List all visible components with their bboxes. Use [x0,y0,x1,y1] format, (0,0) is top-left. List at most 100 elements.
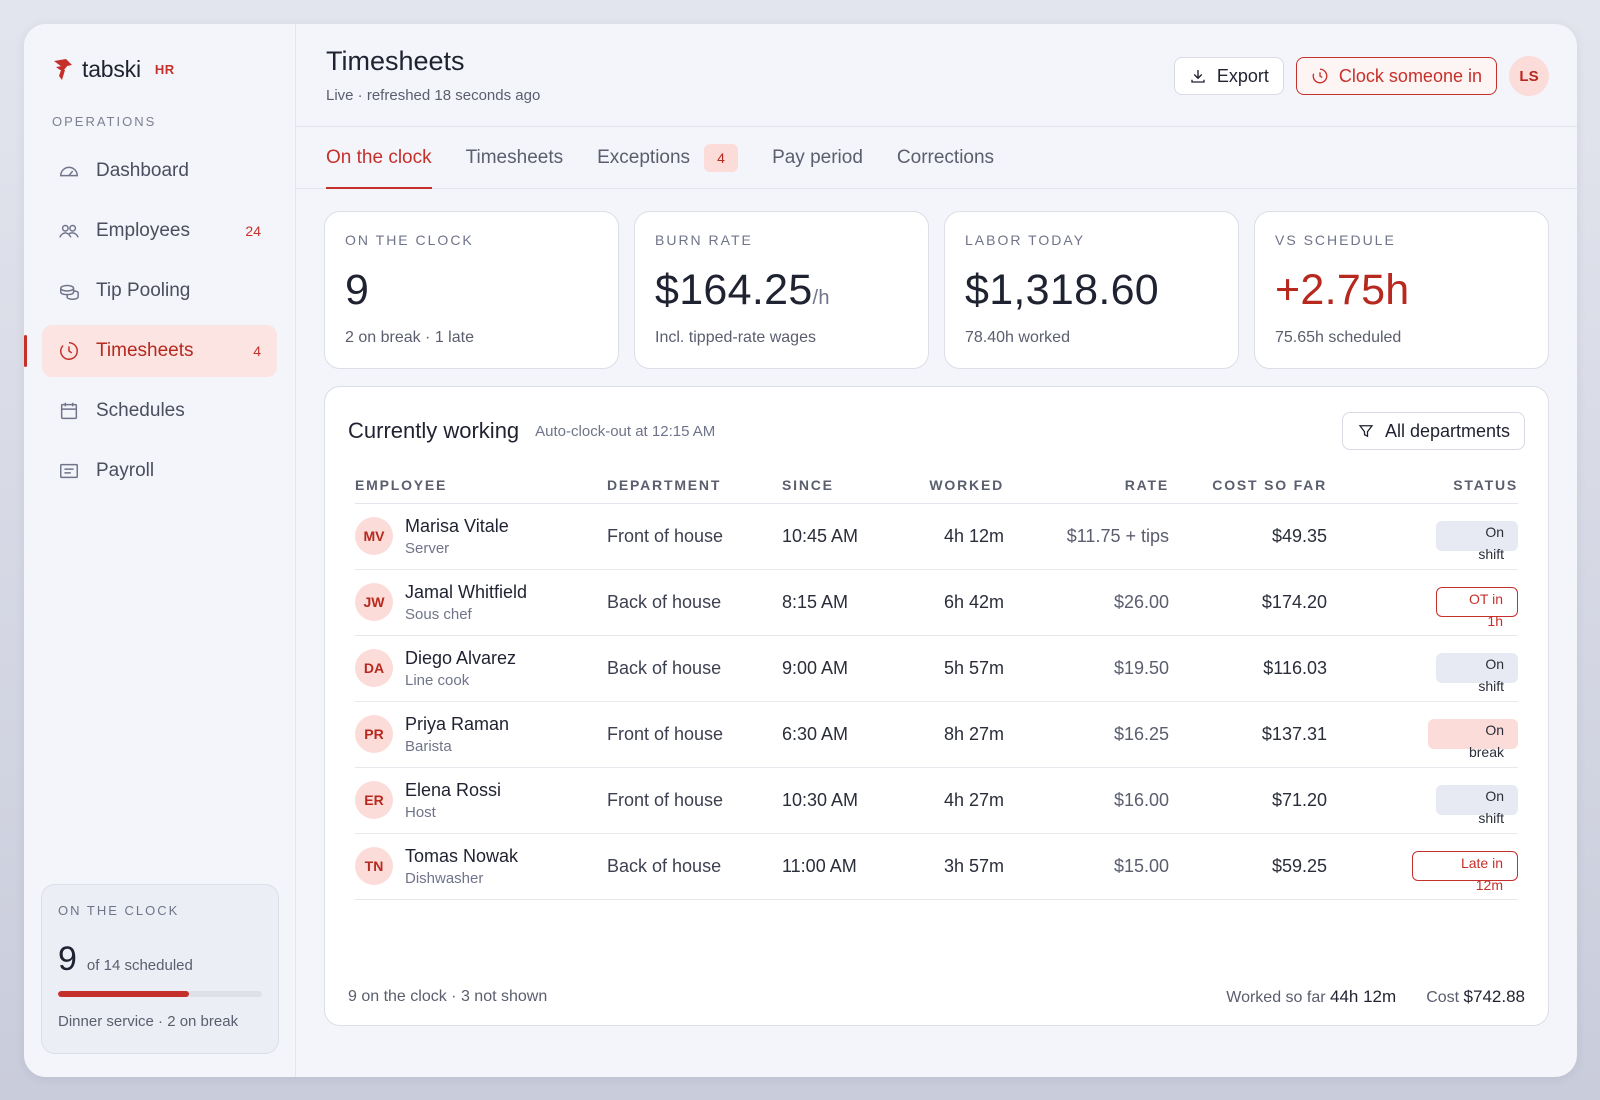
stat-value: 9 [345,266,598,315]
table-row[interactable]: ER Elena Rossi Host Front of house 10:30… [355,767,1518,834]
sidebar-item-dashboard[interactable]: Dashboard [42,145,277,197]
employee-role: Sous chef [405,605,472,623]
status-line-1: On [1485,722,1504,738]
tab-timesheets[interactable]: Timesheets [466,127,564,188]
cell-department: Front of house [607,701,782,768]
employee-name[interactable]: Elena Rossi [405,779,502,800]
cell-worked: 6h 42m [910,569,1004,636]
column-header-rate[interactable]: RATE [1004,467,1169,504]
stat-value: $164.25/h [655,266,908,315]
tab-label: Pay period [772,146,863,168]
employee-avatar: MV [355,517,393,555]
footer-worked-value: 44h 12m [1330,987,1397,1006]
brand-tag: HR [154,61,175,77]
calendar-icon [58,400,80,422]
cell-cost: $116.03 [1169,635,1327,702]
employee-avatar: DA [355,649,393,687]
cell-department: Back of house [607,569,782,636]
column-header-since[interactable]: SINCE [782,467,910,504]
stat-sub: 2 on break · 1 late [345,329,474,346]
cell-employee: DA Diego Alvarez Line cook [355,635,607,702]
table-row[interactable]: PR Priya Raman Barista Front of house 6:… [355,701,1518,768]
tab-label: On the clock [326,146,432,168]
currently-working-panel: Currently working Auto-clock-out at 12:1… [324,386,1549,1026]
column-header-department[interactable]: DEPARTMENT [607,467,782,504]
filter-icon [1358,425,1374,438]
stat-value-number: $164.25 [655,266,813,314]
brand[interactable]: tabski HR [42,52,277,86]
page-title: Timesheets [326,46,465,76]
tab-label: Exceptions [597,146,691,168]
clock-card-count: 9 [58,940,77,978]
table-row[interactable]: JW Jamal Whitfield Sous chef Back of hou… [355,569,1518,636]
cell-since: 6:30 AM [782,701,910,768]
user-avatar[interactable]: LS [1509,56,1549,96]
table-row[interactable]: DA Diego Alvarez Line cook Back of house… [355,635,1518,702]
tab-pay-period[interactable]: Pay period [772,127,863,188]
column-header-status[interactable]: STATUS [1327,467,1518,504]
tab-corrections[interactable]: Corrections [897,127,994,188]
sidebar-item-timesheets[interactable]: Timesheets 4 [24,325,277,377]
employee-name[interactable]: Tomas Nowak [405,845,519,866]
table-row[interactable]: MV Marisa Vitale Server Front of house 1… [355,503,1518,570]
stat-value-number: +2.75h [1275,266,1410,314]
cell-status: On break [1327,701,1518,768]
clock-card-label: ON THE CLOCK [58,903,180,918]
employee-name[interactable]: Diego Alvarez [405,647,517,668]
clock-icon [1312,68,1328,84]
cell-cost: $71.20 [1169,767,1327,834]
tab-bar: On the clock Timesheets Exceptions 4 Pay… [296,126,1577,189]
cell-cost: $49.35 [1169,503,1327,570]
cell-department: Back of house [607,635,782,702]
stat-value: $1,318.60 [965,266,1218,315]
tab-exceptions[interactable]: Exceptions 4 [597,127,739,188]
status-line-1: Late in [1460,855,1503,871]
tab-on-the-clock[interactable]: On the clock [326,127,432,189]
cell-rate: $15.00 [1004,833,1169,900]
employee-role: Host [405,803,436,821]
stat-label: BURN RATE [655,232,753,248]
on-the-clock-card: ON THE CLOCK 9 of 14 scheduled Dinner se… [41,884,279,1054]
employee-name[interactable]: Jamal Whitfield [405,581,528,602]
cell-department: Back of house [607,833,782,900]
sidebar-item-tip-pooling[interactable]: Tip Pooling [42,265,277,317]
stat-value-number: $1,318.60 [965,266,1159,314]
clock-someone-in-button[interactable]: Clock someone in [1295,57,1497,95]
cell-rate: $16.25 [1004,701,1169,768]
cell-worked: 5h 57m [910,635,1004,702]
sidebar-item-payroll[interactable]: Payroll [42,445,277,497]
employee-name[interactable]: Priya Raman [405,713,510,734]
column-header-employee[interactable]: EMPLOYEE [355,467,607,504]
stat-label: VS SCHEDULE [1275,232,1396,248]
department-filter-button[interactable]: All departments [1341,412,1525,450]
clock-card-foot: Dinner service · 2 on break [58,1013,239,1030]
column-header-cost[interactable]: COST SO FAR [1169,467,1327,504]
tab-label: Timesheets [465,146,564,168]
cell-cost: $59.25 [1169,833,1327,900]
clock-icon [58,340,80,362]
sidebar-item-schedules[interactable]: Schedules [42,385,277,437]
footer-worked: Worked so far 44h 12m [1226,987,1396,1007]
export-button[interactable]: Export [1173,57,1284,95]
cell-rate: $16.00 [1004,767,1169,834]
employee-name[interactable]: Marisa Vitale [405,515,509,536]
stat-card-on-the-clock: ON THE CLOCK 9 2 on break · 1 late [324,211,619,369]
status-line-1: OT in [1469,591,1503,607]
cell-status: OT in 1h [1327,569,1518,636]
stat-card-burn-rate: BURN RATE $164.25/h Incl. tipped-rate wa… [634,211,929,369]
users-icon [58,220,80,242]
table-header-row: EMPLOYEE DEPARTMENT SINCE WORKED RATE CO… [355,467,1518,504]
clock-card-progress [58,991,262,997]
gauge-icon [58,160,80,182]
sidebar-item-employees[interactable]: Employees 24 [42,205,277,257]
column-header-worked[interactable]: WORKED [910,467,1004,504]
main-content: Timesheets Live · refreshed 18 seconds a… [296,24,1577,1077]
table-row[interactable]: TN Tomas Nowak Dishwasher Back of house … [355,833,1518,900]
status-badge: On break [1428,719,1518,760]
cell-status: On shift [1327,503,1518,570]
status-line-1: On [1485,656,1504,672]
sidebar-item-count: 24 [245,223,261,239]
employee-avatar: TN [355,847,393,885]
employees-table: EMPLOYEE DEPARTMENT SINCE WORKED RATE CO… [355,467,1518,900]
employee-role: Server [405,539,450,557]
